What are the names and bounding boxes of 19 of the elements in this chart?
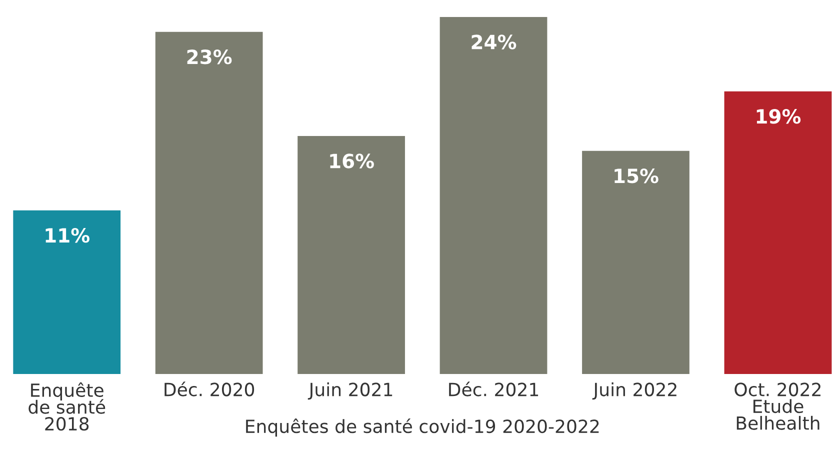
bar: [582, 150, 690, 374]
bar: [724, 91, 832, 374]
data-label: 19%: [756, 109, 801, 124]
data-label: 11%: [46, 228, 90, 243]
bar: [440, 17, 548, 374]
x-tick-label: Enquête de santé 2018: [28, 382, 106, 431]
bar: [155, 32, 263, 374]
x-tick-label: Juin 2022: [592, 382, 676, 400]
x-tick-label: Déc. 2021: [449, 382, 538, 396]
data-label: 23%: [187, 50, 232, 64]
x-tick-label: Déc. 2020: [164, 382, 254, 396]
bar: [13, 210, 121, 374]
x-tick-label: Oct. 2022 Etude Belhealth: [734, 382, 820, 430]
x-tick-label: Juin 2021: [308, 382, 392, 400]
text: Enquêtes de santé covid-19 2020-2022: [246, 418, 599, 437]
bar: [298, 136, 405, 374]
data-label: 24%: [472, 34, 516, 50]
data-label: 16%: [330, 154, 374, 168]
data-label: 15%: [614, 168, 658, 184]
